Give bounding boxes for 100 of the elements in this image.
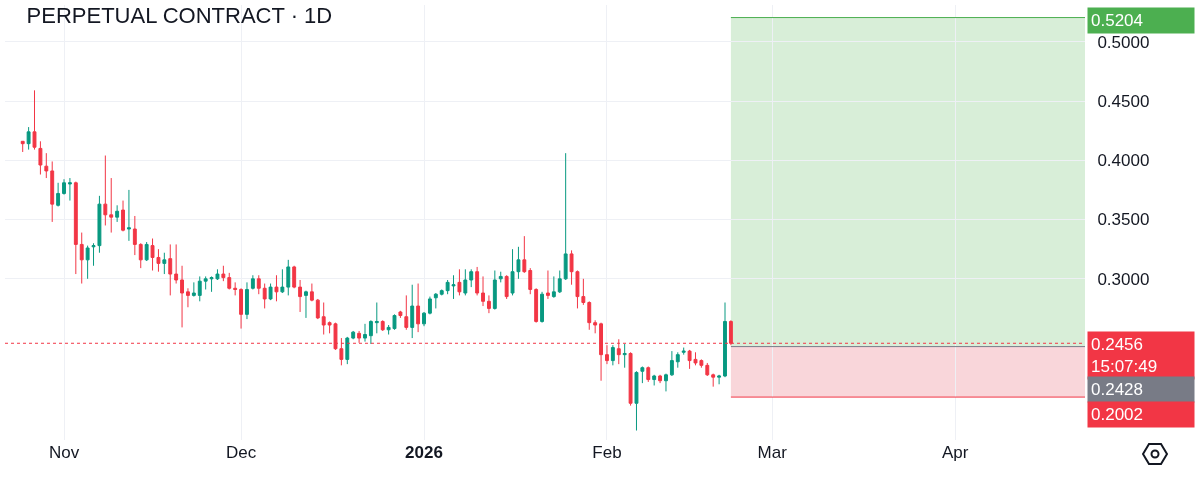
candlestick xyxy=(439,288,444,296)
candlestick xyxy=(191,281,196,296)
candlestick xyxy=(274,274,279,302)
candlestick xyxy=(587,300,592,331)
ref-line-label: 0.2428 xyxy=(1091,380,1143,399)
candlestick xyxy=(486,294,491,314)
candlestick xyxy=(121,200,125,232)
candlestick xyxy=(286,259,291,296)
candlestick xyxy=(280,268,285,294)
candlestick xyxy=(67,177,72,202)
candlestick xyxy=(115,204,120,223)
candlestick xyxy=(534,287,539,324)
candlestick xyxy=(557,270,562,294)
candlestick xyxy=(138,242,143,269)
candlestick xyxy=(675,351,680,369)
x-tick-label: Dec xyxy=(225,443,257,462)
candlestick xyxy=(79,232,84,285)
candlestick xyxy=(628,351,633,407)
candlestick xyxy=(162,252,167,275)
chart-title: PERPETUAL CONTRACT · 1D xyxy=(26,2,333,28)
candlestick xyxy=(398,310,403,319)
candlestick xyxy=(711,374,716,388)
candlestick xyxy=(227,272,232,290)
y-tick-label: 0.4500 xyxy=(1097,91,1150,111)
candlestick xyxy=(363,323,367,343)
candlestick xyxy=(723,302,727,378)
candlestick xyxy=(498,271,503,283)
candlestick xyxy=(427,296,432,315)
candlestick xyxy=(546,270,550,300)
candlestick xyxy=(522,235,527,274)
y-tick-label: 0.4000 xyxy=(1097,151,1150,171)
candlestick xyxy=(593,319,598,334)
y-tick-label: 0.3000 xyxy=(1097,269,1150,289)
candlestick xyxy=(132,215,137,256)
candlestick xyxy=(20,140,25,153)
x-tick-label: Nov xyxy=(48,443,80,462)
candlestick xyxy=(610,344,615,366)
candlestick xyxy=(504,274,509,300)
candlestick xyxy=(433,292,438,309)
candlestick xyxy=(681,347,686,356)
candlestick xyxy=(646,366,651,383)
x-tick-label: Mar xyxy=(757,443,788,462)
candlestick xyxy=(551,275,556,299)
candlestick xyxy=(309,283,314,302)
candlestick xyxy=(256,274,261,295)
candlestick xyxy=(56,182,61,207)
ref-line-label: 0.2002 xyxy=(1091,405,1143,424)
candlestick xyxy=(103,155,108,226)
candlestick xyxy=(85,245,90,280)
candlestick xyxy=(481,275,485,307)
candlestick xyxy=(50,160,55,223)
candlestick xyxy=(351,330,356,340)
candlestick xyxy=(44,152,49,179)
candlestick xyxy=(410,284,415,339)
candlestick xyxy=(652,374,657,386)
candlestick xyxy=(250,274,255,290)
candlestick xyxy=(174,243,179,285)
candlestick xyxy=(186,287,190,308)
candlestick xyxy=(144,241,149,262)
x-tick-label: Feb xyxy=(592,443,622,462)
candlestick xyxy=(298,279,303,313)
candlestick xyxy=(245,281,249,320)
candlestick xyxy=(32,89,37,151)
candlestick xyxy=(463,268,468,296)
ref-line-label: 0.5204 xyxy=(1091,11,1143,30)
candlestick xyxy=(304,290,308,319)
candlestick xyxy=(380,319,385,332)
candlestick xyxy=(268,283,273,301)
candlestick xyxy=(422,311,426,327)
candlestick xyxy=(469,268,474,288)
candlestick xyxy=(622,343,627,369)
candlestick xyxy=(416,283,421,333)
candlestick xyxy=(457,268,462,296)
candlestick xyxy=(233,281,238,296)
candlestick xyxy=(540,291,544,324)
x-tick-label: 2026 xyxy=(405,443,443,462)
candlestick xyxy=(109,177,114,234)
candlestick xyxy=(374,302,379,334)
candlestick xyxy=(705,362,710,377)
candlestick xyxy=(492,270,497,311)
candlestick xyxy=(73,181,78,275)
candlestick xyxy=(528,267,533,295)
candlestick xyxy=(717,374,722,385)
candlestick xyxy=(563,152,568,281)
candlestick xyxy=(239,287,244,330)
candlestick xyxy=(62,178,66,196)
candlestick xyxy=(197,275,202,302)
y-tick-label: 0.3500 xyxy=(1097,210,1150,230)
candlestick xyxy=(475,266,480,296)
x-tick-label: Apr xyxy=(941,443,969,462)
candlestick xyxy=(292,265,297,289)
candlestick xyxy=(221,265,226,282)
candlestick xyxy=(168,243,173,296)
candlestick xyxy=(634,370,639,432)
candlestick xyxy=(38,140,43,175)
candlestick xyxy=(345,336,350,365)
candlestick xyxy=(664,373,668,392)
candlestick xyxy=(26,126,31,151)
candlestick xyxy=(404,294,409,331)
candlestick xyxy=(368,319,373,345)
